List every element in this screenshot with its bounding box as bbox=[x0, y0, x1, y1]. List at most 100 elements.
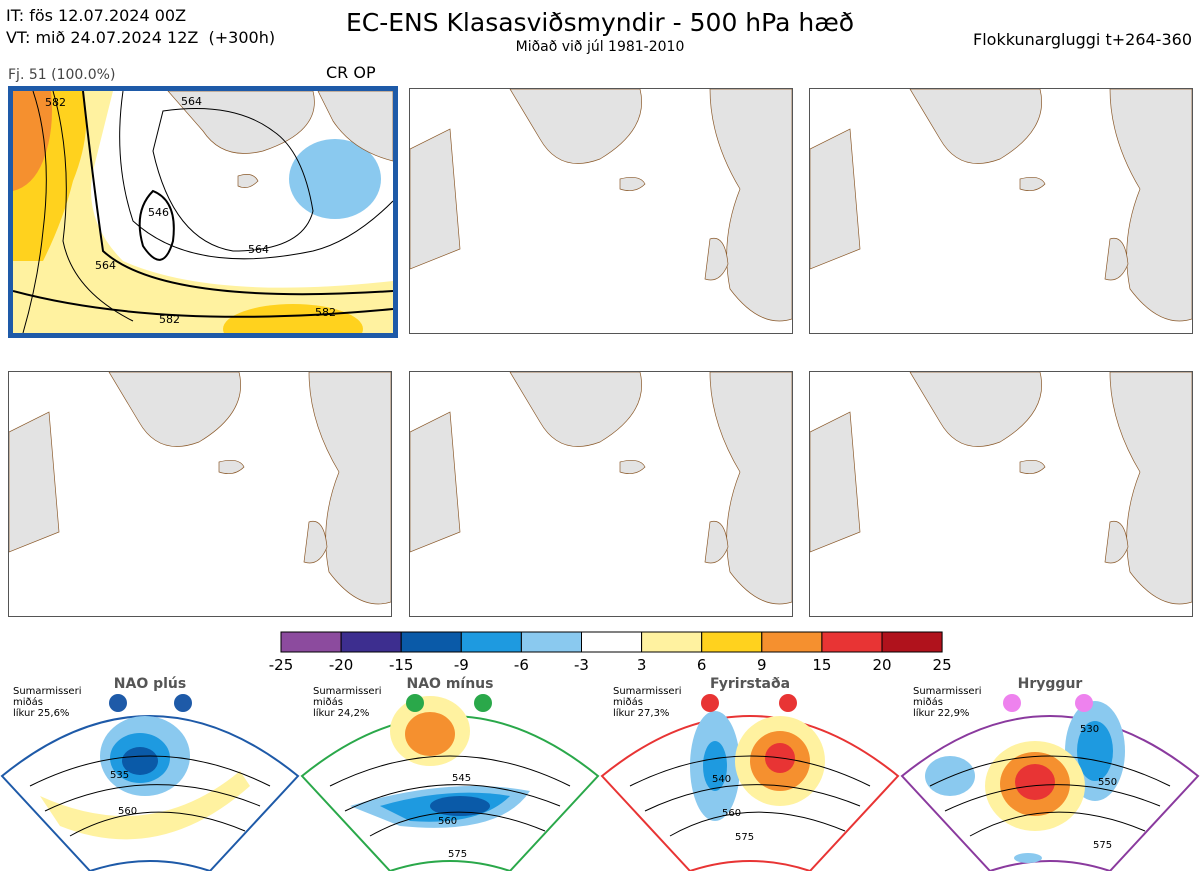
anomaly-strong-negative-region bbox=[430, 796, 490, 816]
anomaly-positive-region bbox=[40, 771, 250, 840]
height-contour bbox=[329, 755, 571, 787]
legend-swatch bbox=[881, 631, 943, 653]
anomaly-color-legend: -25 -20 -15 -9 -6 -3 3 6 9 15 20 25 bbox=[269, 631, 952, 674]
legend-tick: 3 bbox=[637, 656, 647, 674]
cluster-map-5-canvas bbox=[410, 372, 792, 605]
regime-nao-minus-canvas: 545 560 575 bbox=[300, 694, 600, 873]
cluster-map-1[interactable]: 582 564 546 564 564 582 582 bbox=[8, 86, 398, 338]
iceland-land bbox=[619, 460, 646, 474]
anomaly-hot-region bbox=[1015, 764, 1055, 800]
legend-swatch bbox=[641, 631, 703, 653]
anomaly-neutral-region bbox=[91, 91, 393, 288]
cluster-map-3-canvas bbox=[810, 89, 1192, 322]
regime-name: NAO plús bbox=[113, 676, 187, 692]
height-contour bbox=[644, 784, 861, 812]
regime-marker-dot bbox=[701, 694, 719, 712]
europe-land bbox=[1109, 372, 1192, 605]
regime-ridge[interactable]: 530 550 575 Hryggur Sumarmisseri miðás l… bbox=[900, 676, 1200, 873]
canada-land bbox=[810, 411, 861, 553]
contour-label: 545 bbox=[452, 773, 471, 784]
legend-swatch bbox=[701, 631, 763, 653]
europe-land bbox=[1109, 89, 1192, 322]
cluster-map-6[interactable] bbox=[809, 371, 1193, 617]
height-contour bbox=[152, 108, 314, 252]
europe-land bbox=[709, 89, 792, 322]
legend-swatches bbox=[280, 631, 943, 653]
legend-tick: 20 bbox=[872, 656, 891, 674]
iceland-land bbox=[619, 177, 646, 191]
scandinavia-land bbox=[317, 91, 393, 162]
legend-tick: -6 bbox=[514, 656, 529, 674]
canada-land bbox=[410, 411, 461, 553]
contour-label: 560 bbox=[438, 816, 457, 827]
canada-land bbox=[9, 411, 60, 553]
cluster-map-5[interactable] bbox=[409, 371, 793, 617]
height-contour-bold bbox=[13, 290, 393, 318]
legend-tick: 6 bbox=[697, 656, 707, 674]
regime-marker-dot bbox=[779, 694, 797, 712]
contour-label: 575 bbox=[448, 849, 467, 860]
regime-marker-dot bbox=[1003, 694, 1021, 712]
contour-label: 550 bbox=[1098, 777, 1117, 788]
iceland-land bbox=[1019, 177, 1046, 191]
regime-note: Sumarmisseri miðás líkur 24,2% bbox=[313, 686, 382, 719]
height-contour bbox=[944, 784, 1161, 812]
legend-tick: -15 bbox=[389, 656, 414, 674]
low-center-contour bbox=[138, 189, 175, 261]
height-contour bbox=[369, 811, 546, 837]
cluster-map-1-canvas: 582 564 546 564 564 582 582 bbox=[13, 91, 393, 333]
greenland-land bbox=[167, 91, 315, 154]
europe-land bbox=[308, 372, 391, 605]
greenland-land bbox=[509, 372, 642, 447]
regime-marker-dot bbox=[474, 694, 492, 712]
legend-swatch bbox=[520, 631, 583, 653]
greenland-land bbox=[108, 372, 241, 447]
height-contour bbox=[52, 91, 134, 322]
contour-label: 582 bbox=[315, 306, 336, 319]
valid-time: VT: mið 24.07.2024 12Z (+300h) bbox=[6, 28, 276, 47]
legend-tick: 25 bbox=[933, 656, 952, 674]
legend-swatch bbox=[400, 631, 462, 653]
height-contour bbox=[969, 811, 1146, 837]
british-isles-land bbox=[704, 237, 729, 281]
anomaly-warm-south bbox=[223, 304, 363, 333]
contour-label: 575 bbox=[1093, 840, 1112, 851]
regime-marker-dot bbox=[406, 694, 424, 712]
regime-blocking[interactable]: 540 560 575 Fyrirstaða Sumarmisseri miðá… bbox=[600, 676, 900, 873]
regime-ridge-canvas: 530 550 575 bbox=[900, 694, 1200, 873]
anomaly-hot-region bbox=[13, 91, 52, 191]
iceland-land bbox=[1019, 460, 1046, 474]
cluster-map-4-canvas bbox=[9, 372, 391, 605]
regime-marker-dot bbox=[109, 694, 127, 712]
regime-nao-plus[interactable]: 535 560 NAO plús Sumarmisseri miðás líku… bbox=[0, 676, 300, 873]
legend-tick: -9 bbox=[454, 656, 469, 674]
contour-label: 564 bbox=[248, 243, 269, 256]
anomaly-warm-region bbox=[405, 712, 455, 756]
contour-label: 546 bbox=[148, 206, 169, 219]
regime-note: Sumarmisseri miðás líkur 25,6% bbox=[13, 686, 82, 719]
canada-land bbox=[410, 128, 461, 270]
legend-swatch bbox=[460, 631, 522, 653]
iceland-land bbox=[218, 460, 245, 474]
contour-label: 535 bbox=[110, 770, 129, 781]
regime-note: Sumarmisseri miðás líkur 22,9% bbox=[913, 686, 982, 719]
cluster-map-4[interactable] bbox=[8, 371, 392, 617]
anomaly-negative-region bbox=[289, 139, 381, 219]
height-contour bbox=[119, 91, 393, 260]
cluster-tag: CR OP bbox=[326, 63, 376, 82]
anomaly-negative-region bbox=[1077, 721, 1113, 781]
legend-tick: -25 bbox=[269, 656, 294, 674]
contour-label: 582 bbox=[159, 313, 180, 326]
legend-ticks: -25 -20 -15 -9 -6 -3 3 6 9 15 20 25 bbox=[269, 656, 952, 674]
cluster-map-3[interactable] bbox=[809, 88, 1193, 334]
regime-name: NAO mínus bbox=[406, 676, 494, 692]
cluster-map-2[interactable] bbox=[409, 88, 793, 334]
legend-tick: -20 bbox=[329, 656, 354, 674]
cluster-map-6-canvas bbox=[810, 372, 1192, 605]
canada-land bbox=[810, 128, 861, 270]
legend-swatch bbox=[761, 631, 823, 653]
cluster-count-label: Fj. 51 (100.0%) bbox=[8, 67, 116, 83]
regime-nao-minus[interactable]: 545 560 575 NAO mínus Sumarmisseri miðás… bbox=[300, 676, 600, 873]
classification-window: Flokkunargluggi t+264-360 bbox=[973, 30, 1192, 49]
greenland-land bbox=[909, 372, 1042, 447]
